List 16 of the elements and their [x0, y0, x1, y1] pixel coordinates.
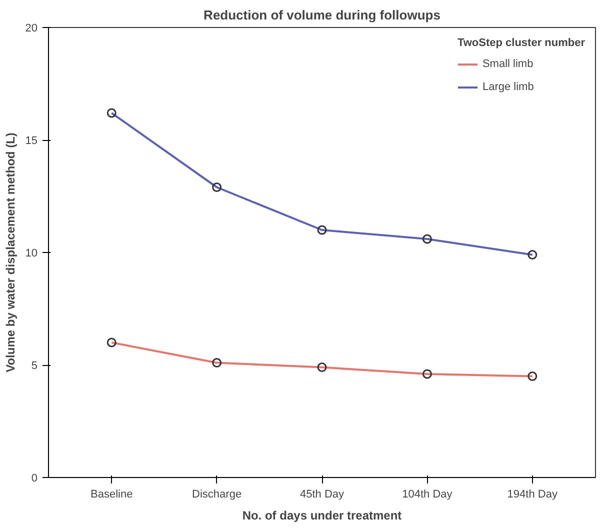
legend-label: Large limb: [482, 81, 534, 93]
legend-label: Small limb: [482, 58, 534, 70]
legend-title: TwoStep cluster number: [457, 37, 585, 49]
x-tick-label: 45th Day: [300, 488, 345, 500]
y-axis-title: Volume by water displacement method (L): [3, 132, 18, 372]
y-tick-label: 20: [25, 22, 38, 34]
x-tick-label: 194th Day: [507, 488, 558, 500]
x-tick-label: 104th Day: [402, 488, 453, 500]
chart-title: Reduction of volume during followups: [204, 8, 440, 22]
y-tick-label: 0: [31, 472, 38, 484]
y-tick-label: 15: [25, 135, 38, 147]
x-axis-title: No. of days under treatment: [242, 508, 402, 522]
y-tick-label: 10: [25, 248, 38, 260]
x-tick-label: Baseline: [90, 488, 133, 500]
x-tick-label: Discharge: [192, 488, 242, 500]
y-tick-label: 5: [31, 360, 38, 372]
